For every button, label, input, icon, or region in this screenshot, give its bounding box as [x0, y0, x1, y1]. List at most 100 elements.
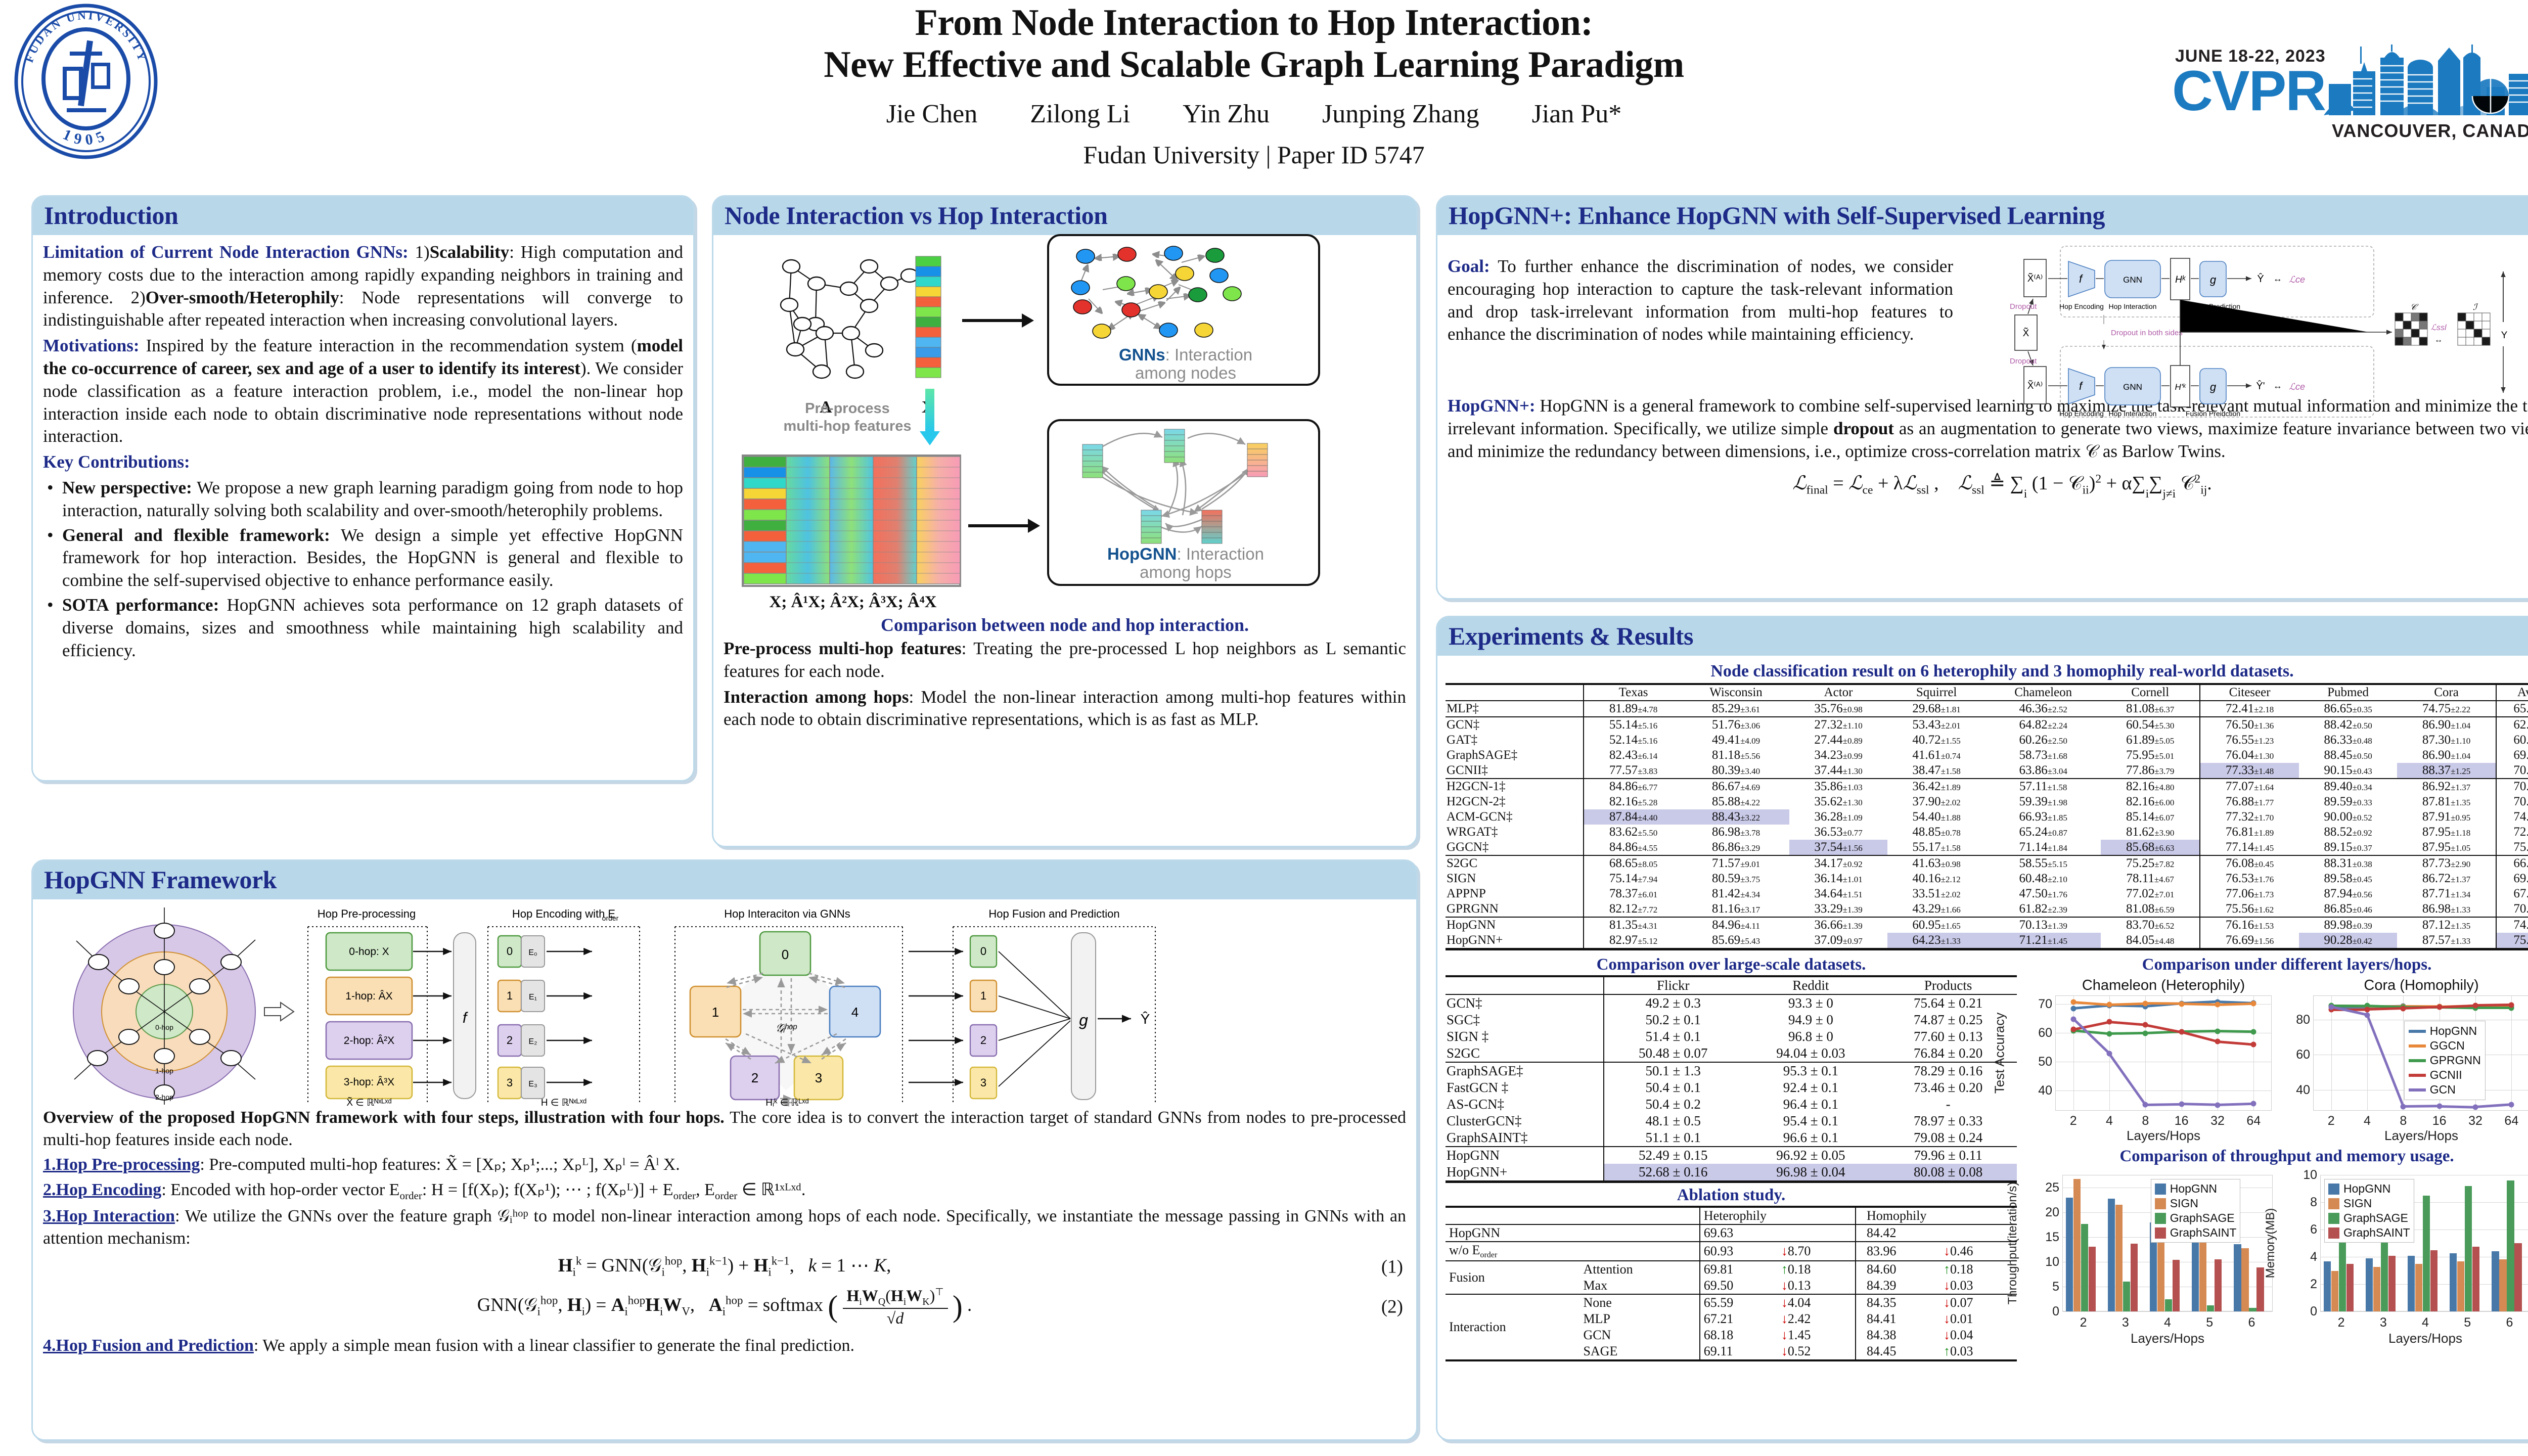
hopgnn-interaction-box: HopGNN: Interaction among hops [1047, 419, 1320, 586]
bar [2346, 1264, 2354, 1311]
table-cell: 49.41±4.09 [1711, 733, 1760, 747]
feature-vector-X [915, 256, 941, 378]
svg-text:0-hop: 0-hop [155, 1023, 173, 1031]
data-point [2250, 1000, 2256, 1007]
data-point [2328, 1004, 2334, 1010]
column-header: Squirrel [1887, 683, 1986, 701]
x-tick-label: 2 [2327, 1114, 2335, 1128]
table-cell: 71.57±9.01 [1683, 855, 1790, 871]
equation-1-number: (1) [1381, 1256, 1403, 1278]
legend-swatch [2154, 1227, 2166, 1239]
table-cell: 80.08 ± 0.08 [1879, 1164, 2017, 1182]
table-cell: 84.86±6.77 [1583, 778, 1683, 794]
contribution-2-text: We design a simple yet effective HopGNN … [62, 525, 683, 590]
chart-legend: HopGNN SIGN GraphSAGE GraphSAINT [2150, 1179, 2241, 1243]
table-cell: 37.44±1.30 [1814, 763, 1863, 777]
bar [2457, 1261, 2465, 1311]
svg-text:g: g [1079, 1011, 1088, 1029]
legend-item: GraphSAINT [2154, 1226, 2236, 1240]
hopgnn-plus-heading: HopGNN+: Enhance HopGNN with Self-Superv… [1437, 197, 2528, 235]
table-cell: 96.92 ± 0.05 [1742, 1146, 1880, 1164]
table-cell: - [1946, 1097, 1951, 1112]
author-2: Zilong Li [1030, 99, 1131, 128]
row-group-label: Fusion [1446, 1260, 1580, 1295]
limitation-label: Limitation of Current Node Interaction G… [43, 242, 409, 262]
framework-overview: Overview of the proposed HopGNN framewor… [43, 1107, 1406, 1151]
data-point [2215, 999, 2221, 1005]
legend-swatch [2328, 1212, 2339, 1224]
framework-step2-text-a: : Encoded with hop-order vector E [161, 1180, 400, 1199]
bar [2081, 1224, 2088, 1311]
node-vs-hop-panel: Node Interaction vs Hop Interaction [712, 195, 1418, 847]
legend-label: GraphSAGE [2343, 1211, 2408, 1224]
legend-swatch [2154, 1198, 2166, 1209]
svg-text:H'ᵏ: H'ᵏ [2175, 382, 2187, 392]
table-cell: 37.54±1.56 [1789, 840, 1888, 855]
table-cell: 77.14±1.45 [2199, 840, 2299, 855]
table-cell: 71.21±1.45 [1985, 933, 2101, 949]
table-cell: 81.62±3.90 [2126, 825, 2175, 839]
table-cell: 75.64 ± 0.21 [1879, 994, 2017, 1012]
layers-caption: Comparison under different layers/hops. [2142, 956, 2432, 974]
x-tick-label: 6 [2248, 1315, 2255, 1330]
table-row: H2GCN-2‡ 82.16±5.28 85.88±4.22 35.62±1.30 37… [1446, 794, 2528, 809]
y-axis-label: Throughput(iteration/s) [2006, 1181, 2019, 1305]
framework-body: i 0-hop 1-hop 2-hop Hop Pre-processing H… [33, 899, 1416, 1364]
x-tick-label: 8 [2142, 1114, 2149, 1128]
framework-step1-title: 1.Hop Pre-processing [43, 1155, 200, 1174]
x-tick-label: 2 [2069, 1114, 2077, 1128]
cvpr-logo: JUNE 18-22, 2023 CVPR [2172, 43, 2528, 165]
table-cell: 75.95±5.01 [2126, 748, 2175, 762]
bar [2465, 1186, 2472, 1311]
line-segment [2439, 1105, 2476, 1109]
page-title-line2: New Effective and Scalable Graph Learnin… [824, 43, 1684, 85]
table-cell: 76.53±1.76 [2199, 871, 2299, 886]
gridline [2145, 995, 2146, 1111]
table-cell: 58.55±5.15 [1985, 855, 2101, 871]
table-row: WRGAT‡ 83.62±5.50 86.98±3.78 36.53±0.77 48.8… [1446, 825, 2528, 840]
cvpr-city: VANCOUVER, CANADA [2332, 120, 2528, 141]
table-row: Fusion Attention 69.81 ↑0.18 84.60 ↑0.18 [1446, 1260, 2017, 1295]
table-cell: 60.93 [1699, 1241, 1778, 1261]
limitation-2-text: : Node representations will converge to … [43, 287, 683, 330]
row-label: GCN‡ [1446, 716, 1584, 733]
column-header: Texas [1583, 683, 1683, 701]
list-item: New perspective: We propose a new graph … [45, 476, 683, 522]
table-cell-delta: ↓0.04 [1943, 1328, 1973, 1343]
table-cell: 84.96±4.11 [1683, 917, 1790, 933]
table-cell: 73.46 ± 0.20 [1913, 1080, 1983, 1095]
bar [2115, 1204, 2123, 1311]
x-tick-label: 64 [2246, 1114, 2261, 1128]
motivations-text-b: ). We consider node classification as a … [43, 358, 684, 446]
svg-text:2: 2 [751, 1070, 758, 1085]
table-row: Interaction None 65.59 ↓4.04 84.35 ↓0.07 [1446, 1294, 2017, 1361]
contribution-3-text: HopGNN achieves sota performance on 12 g… [62, 595, 684, 660]
table-cell: 69.11 [1703, 1344, 1733, 1359]
table-cell: 87.71±1.34 [2422, 887, 2471, 900]
bar [2207, 1305, 2215, 1311]
equation-1: Hik = GNN(𝒢ihop, Hik−1) + Hik−1, k = 1 ⋯… [558, 1255, 1403, 1279]
table-cell: 40.72±1.55 [1912, 733, 1961, 747]
legend-item: GraphSAGE [2154, 1211, 2237, 1225]
table-row: APPNP 78.37±6.01 81.42±4.34 34.64±1.51 33.51… [1446, 886, 2528, 901]
data-point [2070, 1006, 2076, 1012]
bar [2234, 1244, 2241, 1311]
framework-step3-text: : We utilize the GNNs over the feature g… [43, 1207, 1406, 1248]
framework-step3: 3.Hop Interaction: We utilize the GNNs o… [43, 1205, 1406, 1249]
svg-text:2: 2 [980, 1034, 986, 1046]
svg-text:𝒞: 𝒞 [2410, 302, 2419, 312]
table-cell: 57.11±1.58 [1985, 778, 2101, 794]
x-tick-label: 2 [2337, 1315, 2345, 1330]
author-list: Jie Chen Zilong Li Yin Zhu Junping Zhang… [354, 99, 2154, 129]
preprocess-down-arrow [920, 389, 940, 445]
table-cell: 84.38 [1866, 1328, 1897, 1343]
table-cell: 47.50±1.76 [2019, 887, 2067, 900]
table-cell: 43.29±1.66 [1912, 902, 1961, 916]
svg-text:Dropout: Dropout [2010, 357, 2037, 366]
row-label: FastGCN ‡ [1447, 1080, 1509, 1095]
row-label: SIGN ‡ [1447, 1029, 1489, 1044]
svg-text:Ŷ: Ŷ [1141, 1011, 1150, 1027]
table-cell: 89.40±0.34 [2299, 778, 2398, 794]
table-cell-delta [1939, 1224, 2017, 1242]
legend-item: HopGNN [2328, 1182, 2410, 1196]
